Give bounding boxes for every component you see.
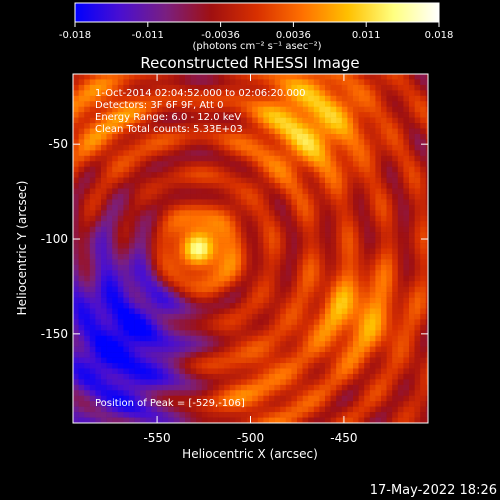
heatmap-image	[73, 74, 428, 423]
colorbar-unit-label: (photons cm⁻² s⁻¹ asec⁻²)	[192, 41, 321, 52]
y-tick-label: -100	[41, 232, 68, 246]
colorbar-tick-label: -0.0036	[201, 30, 240, 41]
annotation-detectors: Detectors: 3F 6F 9F, Att 0	[95, 100, 223, 111]
annotation-clean: Clean Total counts: 5.33E+03	[95, 124, 243, 135]
annotation-time: 1-Oct-2014 02:04:52.000 to 02:06:20.000	[95, 88, 306, 99]
x-tick-label: -550	[143, 431, 170, 445]
colorbar-tick-label: 0.011	[352, 30, 381, 41]
colorbar-tick-label: 0.0036	[276, 30, 311, 41]
chart-title: Reconstructed RHESSI Image	[140, 54, 359, 72]
x-tick-label: -500	[237, 431, 264, 445]
footer-date: 17-May-2022 18:26	[370, 483, 497, 498]
colorbar-tick-label: 0.018	[425, 30, 454, 41]
y-axis-label: Heliocentric Y (arcsec)	[15, 181, 29, 316]
y-axis-ticks: -50 -100 -150	[41, 137, 428, 341]
colorbar	[74, 2, 440, 23]
x-axis-ticks: -550 -500 -450	[143, 74, 358, 445]
colorbar-tick-label: -0.018	[59, 30, 91, 41]
y-tick-label: -150	[41, 327, 68, 341]
colorbar-tick-label: -0.011	[132, 30, 164, 41]
x-tick-label: -450	[330, 431, 357, 445]
x-axis-label: Heliocentric X (arcsec)	[182, 447, 318, 461]
y-tick-label: -50	[48, 137, 68, 151]
annotation-energy: Energy Range: 6.0 - 12.0 keV	[95, 112, 241, 123]
annotation-peak: Position of Peak = [-529,-106]	[95, 398, 245, 409]
colorbar-ticks: -0.018 -0.011 -0.0036 0.0036 0.011 0.018	[59, 22, 453, 41]
